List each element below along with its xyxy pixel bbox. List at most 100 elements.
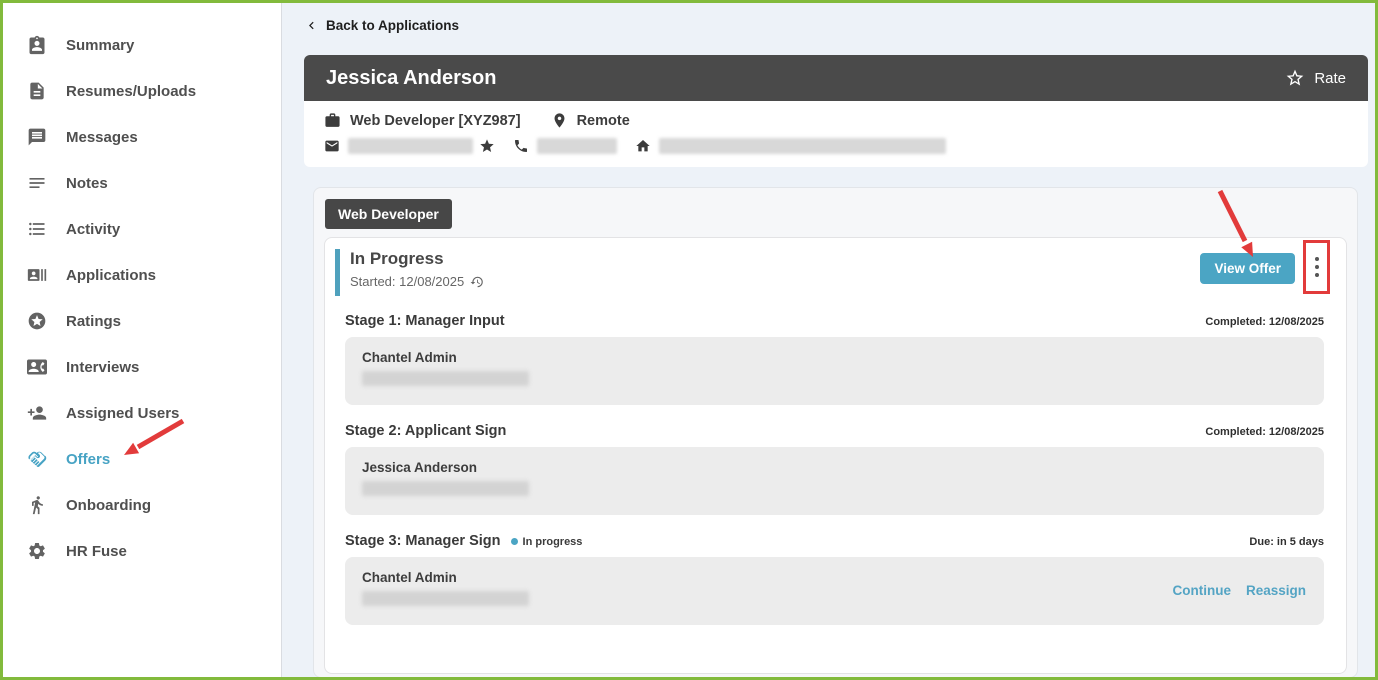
stage-person-name: Chantel Admin	[362, 570, 457, 585]
briefcase-icon	[325, 113, 340, 127]
sidebar-item-label: Onboarding	[66, 496, 151, 514]
candidate-info-panel: Web Developer [XYZ987] Remote	[304, 101, 1368, 167]
offer-progress-card: In Progress Started: 12/08/2025 View Off…	[324, 237, 1347, 674]
rate-button[interactable]: Rate	[1285, 68, 1346, 88]
stage-actions: Continue Reassign	[1172, 583, 1306, 598]
stage-assignee-box: Jessica Anderson	[345, 447, 1324, 515]
sidebar-item-activity[interactable]: Activity	[3, 206, 281, 252]
kebab-dot	[1314, 257, 1319, 261]
chevron-left-icon	[309, 21, 314, 30]
phone-icon	[515, 140, 527, 152]
resumes-icon	[30, 82, 44, 100]
sidebar-item-summary[interactable]: Summary	[3, 22, 281, 68]
sidebar-item-ratings[interactable]: Ratings	[3, 298, 281, 344]
sidebar-item-label: Interviews	[66, 358, 140, 376]
sidebar: Summary Resumes/Uploads Messages Notes Activ…	[3, 3, 282, 677]
notes-icon	[29, 178, 45, 188]
stage-row: Stage 1: Manager Input Completed: 12/08/…	[345, 313, 1324, 405]
sidebar-item-notes[interactable]: Notes	[3, 160, 281, 206]
sidebar-item-label: Summary	[66, 36, 135, 54]
stage-assignee-box: Chantel Admin Continue Reassign	[345, 557, 1324, 625]
redacted-email	[348, 138, 473, 154]
back-label: Back to Applications	[326, 18, 460, 33]
main-content: Back to Applications Jessica Anderson Ra…	[282, 3, 1375, 677]
job-title-label: Web Developer [XYZ987]	[350, 112, 521, 129]
continue-link[interactable]: Continue	[1172, 583, 1231, 598]
candidate-header-card: Jessica Anderson Rate Web Developer [XYZ…	[304, 55, 1368, 167]
stage-status-badge: In progress	[510, 535, 583, 548]
sidebar-item-interviews[interactable]: Interviews	[3, 344, 281, 390]
stage-row: Stage 3: Manager Sign In progress Due: i…	[345, 533, 1324, 625]
stage-meta: Due: in 5 days	[1249, 536, 1324, 548]
messages-icon	[28, 128, 46, 146]
sidebar-item-label: Resumes/Uploads	[66, 82, 197, 100]
offer-status-title: In Progress	[350, 249, 444, 268]
star-filled-icon[interactable]	[479, 138, 495, 154]
gear-icon	[29, 543, 45, 559]
history-clock-icon	[470, 276, 484, 287]
offer-section-card: Web Developer In Progress Started: 12/08…	[313, 187, 1358, 677]
sidebar-item-messages[interactable]: Messages	[3, 114, 281, 160]
redacted-address	[659, 138, 946, 154]
status-accent-bar	[335, 249, 340, 296]
stage-meta: Completed: 12/08/2025	[1205, 426, 1324, 438]
sidebar-item-label: Offers	[66, 450, 111, 468]
home-icon	[636, 140, 650, 152]
sidebar-item-onboarding[interactable]: Onboarding	[3, 482, 281, 528]
redacted-phone	[537, 138, 617, 154]
offer-started: Started: 12/08/2025	[350, 274, 484, 289]
location-label: Remote	[576, 112, 630, 129]
tab-web-developer[interactable]: Web Developer	[325, 199, 452, 229]
back-to-applications-link[interactable]: Back to Applications	[304, 18, 459, 33]
sidebar-item-resumes-uploads[interactable]: Resumes/Uploads	[3, 68, 281, 114]
kebab-dot	[1314, 273, 1319, 277]
sidebar-item-applications[interactable]: Applications	[3, 252, 281, 298]
candidate-header-bar: Jessica Anderson Rate	[304, 55, 1368, 101]
stage-list: Stage 1: Manager Input Completed: 12/08/…	[345, 313, 1324, 625]
sidebar-item-label: Notes	[66, 174, 108, 192]
star-outline-icon	[1286, 69, 1304, 86]
ratings-icon	[28, 312, 46, 330]
sidebar-item-label: Ratings	[66, 312, 122, 330]
kebab-menu-button[interactable]	[1303, 240, 1330, 294]
sidebar-item-label: Messages	[66, 128, 138, 146]
reassign-link[interactable]: Reassign	[1245, 583, 1306, 598]
sidebar-item-offers[interactable]: Offers	[3, 436, 281, 482]
location-pin-icon	[554, 113, 565, 128]
applications-icon	[27, 269, 47, 281]
sidebar-item-label: Assigned Users	[66, 404, 180, 422]
sidebar-menu: Summary Resumes/Uploads Messages Notes Activ…	[3, 22, 281, 574]
rate-label: Rate	[1314, 69, 1346, 87]
stage-title: Stage 3: Manager Sign	[345, 533, 501, 549]
email-icon	[325, 140, 339, 152]
job-title: Web Developer [XYZ987]	[324, 112, 521, 129]
stage-person-name: Chantel Admin	[362, 350, 457, 365]
offers-handshake-icon	[28, 451, 47, 467]
view-offer-button[interactable]: View Offer	[1200, 253, 1295, 284]
summary-icon	[29, 35, 45, 55]
sidebar-item-assigned-users[interactable]: Assigned Users	[3, 390, 281, 436]
candidate-name: Jessica Anderson	[326, 66, 497, 89]
assigned-users-icon	[27, 406, 47, 420]
status-dot-icon	[510, 538, 518, 545]
redacted-line	[362, 591, 529, 606]
redacted-line	[362, 481, 529, 496]
stage-status-label: In progress	[522, 535, 583, 548]
location: Remote	[551, 112, 630, 129]
stage-meta: Completed: 12/08/2025	[1205, 316, 1324, 328]
stage-title: Stage 1: Manager Input	[345, 313, 505, 329]
sidebar-item-label: HR Fuse	[66, 542, 127, 560]
stage-title: Stage 2: Applicant Sign	[345, 423, 507, 439]
stage-person-name: Jessica Anderson	[362, 460, 478, 475]
sidebar-item-label: Activity	[66, 220, 121, 238]
stage-row: Stage 2: Applicant Sign Completed: 12/08…	[345, 423, 1324, 515]
kebab-dot	[1314, 265, 1319, 269]
sidebar-item-label: Applications	[66, 266, 157, 284]
onboarding-icon	[32, 496, 43, 515]
offer-started-label: Started: 12/08/2025	[350, 274, 465, 289]
interviews-icon	[27, 359, 47, 375]
activity-icon	[29, 222, 45, 236]
redacted-line	[362, 371, 529, 386]
stage-assignee-box: Chantel Admin	[345, 337, 1324, 405]
sidebar-item-hr-fuse[interactable]: HR Fuse	[3, 528, 281, 574]
